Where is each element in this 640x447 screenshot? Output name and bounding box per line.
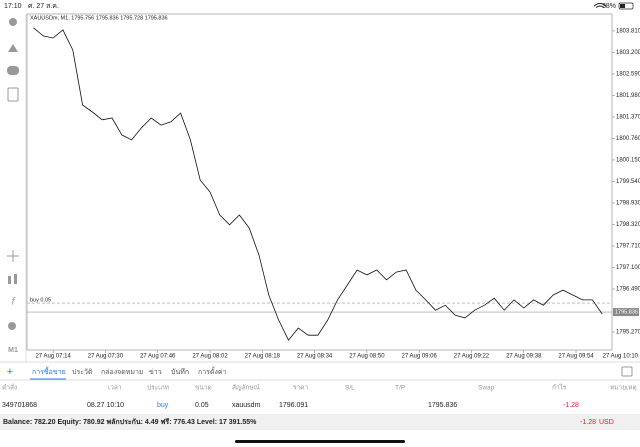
timeframe-button[interactable]: M1 — [8, 347, 18, 354]
y-tick-label: 1801.370 — [616, 115, 640, 121]
function-icon[interactable]: f — [12, 297, 16, 308]
y-tick-label: 1800.150 — [616, 158, 640, 164]
x-tick-label: 27 Aug 08:34 — [297, 354, 333, 360]
order-line-label: buy 0.05 — [30, 298, 51, 304]
table-cell[interactable]: 0.05 — [195, 402, 209, 409]
crosshair-icon[interactable] — [7, 250, 19, 262]
x-tick-label: 27 Aug 07:14 — [35, 354, 71, 360]
y-tick-label: 1795.270 — [616, 330, 640, 336]
indicator-icon[interactable] — [8, 276, 11, 284]
toolbar: f — [7, 18, 19, 330]
tab[interactable]: ประวัติ — [72, 368, 93, 376]
table-cell[interactable]: 08.27 10:10 — [87, 402, 124, 409]
table-cell[interactable]: 1795.836 — [428, 402, 457, 409]
column-header: สัญลักษณ์ — [232, 384, 260, 392]
bid-label: 1795.836 — [615, 310, 638, 316]
column-header: คำสั่ง — [2, 383, 17, 392]
y-tick-label: 1798.320 — [616, 222, 640, 228]
status-time: 17:10 — [4, 3, 22, 10]
tab[interactable]: บันทึก — [171, 367, 189, 376]
layout-icon[interactable] — [621, 366, 633, 377]
column-header: S/L — [345, 385, 355, 392]
tabs: การซื้อขาย ประวัติ กล่องจดหมาย ข่าว บันทึก กา… — [30, 365, 227, 380]
y-tick-label: 1802.590 — [616, 72, 640, 78]
chart-title: XAUUSDm, M1, 1795.756 1795.836 1795.728 … — [30, 15, 168, 21]
column-header: เวลา — [108, 385, 122, 392]
status-battery: 38% — [602, 3, 616, 10]
chart-layer: 1803.810 1803.200 1802.590 1801.980 1801.370… — [27, 27, 640, 360]
price-line — [33, 27, 603, 341]
column-header: T/P — [395, 385, 405, 392]
y-tick-label: 1801.980 — [616, 93, 640, 99]
x-tick-label: 27 Aug 09:54 — [558, 354, 594, 360]
x-tick-label: 27 Aug 07:46 — [140, 354, 176, 360]
tab[interactable]: ข่าว — [149, 369, 162, 376]
x-tick-label: 27 Aug 08:18 — [245, 354, 281, 360]
table-cell[interactable]: 1796.091 — [279, 402, 308, 409]
wifi-icon — [593, 3, 607, 8]
column-header: Swap — [478, 385, 495, 392]
column-header: ขนาด — [195, 385, 212, 392]
table-cell[interactable]: buy — [157, 402, 169, 409]
indicator-icon-b[interactable] — [14, 274, 17, 284]
tab[interactable]: กล่องจดหมาย — [101, 369, 143, 376]
x-tick-label: 27 Aug 09:06 — [401, 354, 437, 360]
status-date: ศ. 27 ส.ค. — [28, 3, 59, 10]
add-button[interactable]: + — [7, 366, 13, 378]
y-tick-label: 1796.490 — [616, 287, 640, 293]
bid-label-box — [613, 308, 639, 317]
plot-frame — [26, 13, 613, 351]
x-tick-label: 27 Aug 07:30 — [88, 354, 124, 360]
orders-table: คำสั่ง เวลา ประเภท ขนาด สัญลักษณ์ ราคา S/L T/P S… — [2, 383, 637, 409]
table-cell[interactable]: xauusdm — [232, 402, 261, 409]
tab[interactable]: การซื้อขาย — [32, 365, 66, 376]
x-tick-label: 27 Aug 09:22 — [454, 354, 490, 360]
battery-icon — [618, 2, 634, 10]
y-tick-label: 1803.810 — [616, 29, 640, 35]
x-tick-label: 27 Aug 09:38 — [506, 354, 542, 360]
balance-bar — [0, 414, 640, 430]
new-order-icon[interactable] — [7, 87, 19, 102]
balance-text: Balance: 782.20 Equity: 780.92 พลักประกั… — [3, 418, 257, 426]
chat-icon[interactable] — [7, 66, 19, 75]
trade-icon[interactable] — [8, 44, 18, 52]
x-tick-label: 27 Aug 08:02 — [192, 354, 228, 360]
home-indicator — [235, 440, 405, 443]
y-tick-label: 1803.200 — [616, 50, 640, 56]
table-cell[interactable]: 349701868 — [2, 402, 37, 409]
column-header: หมายเหตุ — [610, 385, 637, 392]
y-tick-label: 1800.760 — [616, 136, 640, 142]
y-tick-label: 1799.540 — [616, 179, 640, 185]
y-tick-label: 1798.930 — [616, 201, 640, 207]
total-profit: -1.28 — [580, 419, 596, 426]
column-header: กำไร — [552, 384, 567, 392]
column-header: ราคา — [293, 385, 308, 392]
tab[interactable]: การตั้งค่า — [198, 365, 227, 376]
x-tick-label: 27 Aug 10:10 — [603, 354, 639, 360]
column-header: ประเภท — [147, 385, 169, 392]
y-tick-label: 1797.100 — [616, 265, 640, 271]
table-cell[interactable]: -1.28 — [563, 402, 579, 409]
account-icon[interactable] — [9, 18, 17, 26]
objects-icon[interactable] — [8, 322, 16, 330]
battery-level — [620, 4, 625, 8]
x-tick-label: 27 Aug 08:50 — [349, 354, 385, 360]
currency: USD — [599, 419, 614, 426]
y-tick-label: 1797.710 — [616, 244, 640, 250]
